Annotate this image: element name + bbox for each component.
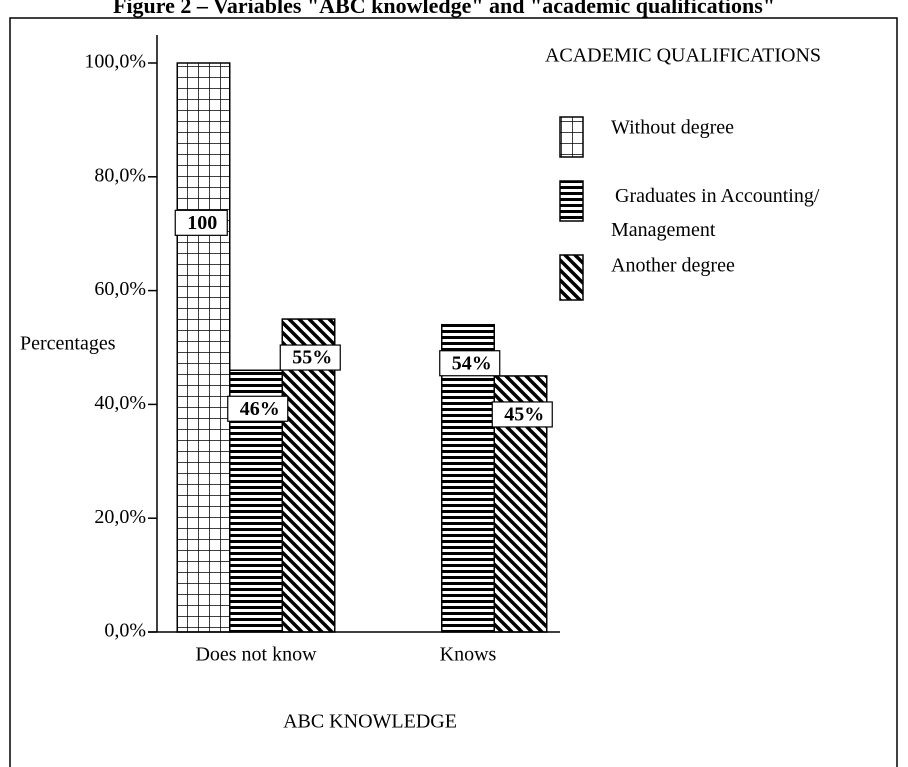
frame — [9, 17, 898, 767]
legend-label: Another degree — [611, 255, 735, 277]
value-label-box — [279, 344, 341, 371]
y-axis-label: Percentages — [20, 333, 116, 355]
x-tick-label: Knows — [440, 644, 497, 666]
value-label: 54% — [452, 352, 492, 374]
x-axis-label: ABC KNOWLEDGE — [283, 711, 457, 733]
value-label-box — [491, 401, 553, 428]
value-label: 46% — [240, 398, 280, 420]
y-tick-label: 0,0% — [104, 620, 146, 642]
legend-title: ACADEMIC QUALIFICATIONS — [545, 45, 821, 67]
legend-label: Without degree — [611, 117, 734, 139]
y-tick-label: 20,0% — [94, 506, 146, 528]
value-label-box — [439, 350, 501, 377]
value-label-box — [174, 209, 228, 236]
value-label: 100 — [187, 212, 217, 234]
y-tick-label: 60,0% — [94, 278, 146, 300]
legend-swatch — [559, 254, 584, 301]
x-tick-label: Does not know — [195, 644, 317, 666]
legend-swatch — [559, 116, 584, 158]
legend-label: Graduates in Accounting/ Management — [611, 185, 824, 241]
value-label-box — [227, 395, 289, 422]
legend-swatch — [559, 180, 584, 222]
y-tick-label: 40,0% — [94, 392, 146, 414]
y-tick-label: 80,0% — [94, 164, 146, 186]
chart-title: Figure 2 – Variables "ABC knowledge" and… — [113, 0, 775, 18]
value-label: 55% — [292, 347, 332, 369]
bar — [176, 62, 231, 633]
y-tick-label: 100,0% — [84, 51, 146, 73]
value-label: 45% — [504, 404, 544, 426]
